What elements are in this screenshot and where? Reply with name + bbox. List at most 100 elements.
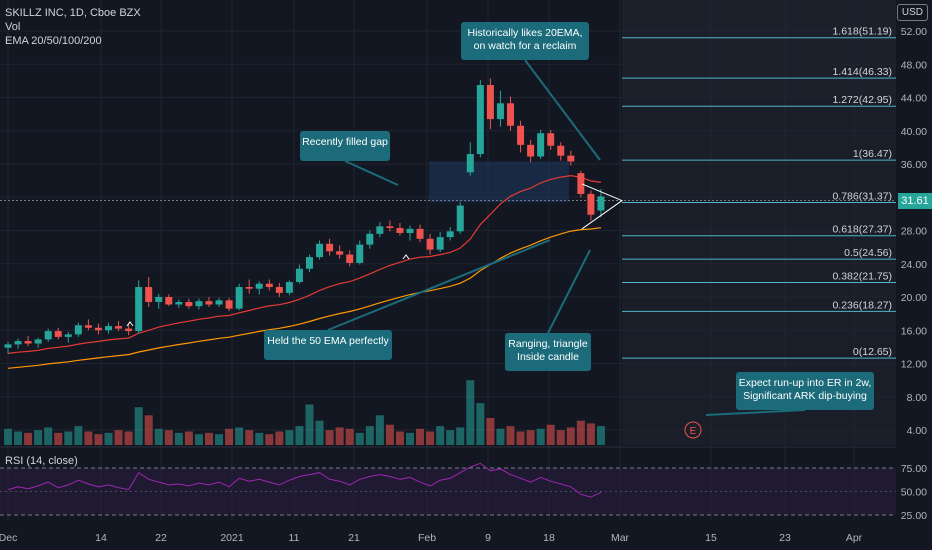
x-tick-label: 23 bbox=[779, 532, 791, 544]
candle-body bbox=[597, 196, 605, 211]
volume-bar bbox=[486, 418, 495, 445]
x-tick-label: 2021 bbox=[220, 532, 244, 544]
last-price-tag: 31.61 bbox=[898, 193, 932, 209]
candle-body bbox=[326, 243, 334, 252]
volume-bar bbox=[194, 434, 203, 445]
volume-bar bbox=[395, 431, 404, 445]
volume-bar bbox=[74, 426, 83, 445]
volume-bar bbox=[285, 430, 294, 445]
volume-bar bbox=[154, 428, 163, 445]
volume-bar bbox=[124, 431, 133, 445]
rsi-line bbox=[7, 462, 602, 498]
candle-body bbox=[406, 228, 414, 233]
volume-bar bbox=[305, 404, 314, 445]
ema50-line bbox=[7, 227, 602, 369]
x-tick-label: Feb bbox=[418, 532, 436, 544]
candle-body bbox=[386, 226, 394, 229]
y-tick-label: 52.00 bbox=[901, 26, 927, 38]
volume-label: Vol bbox=[5, 21, 21, 33]
candle-body bbox=[155, 297, 163, 302]
volume-bar bbox=[295, 426, 304, 445]
annotation-text: Significant ARK dip-buying bbox=[743, 390, 867, 402]
volume-bar bbox=[215, 434, 224, 445]
candle-body bbox=[537, 133, 545, 157]
volume-bar bbox=[446, 430, 455, 445]
annotation-text: Recently filled gap bbox=[302, 136, 388, 148]
earnings-marker bbox=[684, 421, 702, 439]
volume-bar bbox=[104, 432, 113, 445]
fib-label: 1(36.47) bbox=[853, 148, 892, 160]
annotation-box bbox=[505, 333, 591, 371]
candle-body bbox=[517, 125, 525, 145]
candle-body bbox=[416, 228, 424, 239]
candle-body bbox=[356, 244, 364, 263]
candle-body bbox=[527, 144, 535, 157]
volume-bar bbox=[54, 432, 63, 445]
future-area-top bbox=[622, 0, 896, 96]
volume-bar bbox=[426, 431, 435, 445]
volume-bar bbox=[546, 424, 555, 445]
ema20-line bbox=[7, 174, 602, 354]
candle-body bbox=[567, 155, 575, 162]
volume-bar bbox=[556, 430, 565, 445]
candle-body bbox=[84, 325, 92, 328]
candle-body bbox=[145, 287, 153, 302]
candle-body bbox=[466, 154, 474, 173]
volume-bar bbox=[385, 424, 394, 445]
candle-body bbox=[74, 325, 82, 335]
y-tick-label: 4.00 bbox=[907, 425, 928, 437]
candle-body bbox=[507, 103, 514, 126]
volume-bar bbox=[586, 423, 595, 445]
x-tick-label: Dec bbox=[0, 532, 17, 544]
candle-body bbox=[165, 297, 173, 305]
annotation-text: on watch for a reclaim bbox=[474, 40, 577, 52]
volume-bar bbox=[14, 431, 23, 445]
annotation-pointer bbox=[327, 239, 551, 331]
candle-body bbox=[34, 339, 42, 344]
candle-body bbox=[24, 341, 32, 344]
candle-body bbox=[265, 283, 273, 288]
annotation-pointer bbox=[524, 59, 601, 161]
volume-bar bbox=[275, 431, 284, 445]
fib-label: 0.786(31.37) bbox=[832, 190, 892, 202]
candle-body bbox=[426, 238, 434, 250]
x-tick-label: 18 bbox=[543, 532, 555, 544]
x-tick-label: Apr bbox=[846, 532, 863, 544]
triangle-pattern bbox=[581, 183, 624, 230]
rsi-tick-label: 75.00 bbox=[901, 463, 927, 475]
volume-bar bbox=[164, 430, 173, 445]
y-tick-label: 36.00 bbox=[901, 159, 927, 171]
annotation-box bbox=[300, 131, 390, 161]
candle-body bbox=[496, 103, 504, 120]
fib-label: 0.618(27.37) bbox=[832, 224, 892, 236]
symbol-title: SKILLZ INC, 1D, Cboe BZX bbox=[5, 7, 141, 19]
annotation-text: Ranging, triangle bbox=[508, 338, 588, 350]
chart-legend: SKILLZ INC, 1D, Cboe BZX Vol EMA 20/50/1… bbox=[5, 6, 141, 48]
volume-bar bbox=[144, 415, 153, 445]
candle-body bbox=[14, 341, 22, 345]
volume-bar bbox=[265, 434, 274, 445]
volume-bar bbox=[205, 432, 213, 445]
y-tick-label: 48.00 bbox=[901, 59, 927, 71]
marker-arrow bbox=[126, 321, 134, 327]
candle-body bbox=[486, 85, 494, 120]
fib-label: 1.618(51.19) bbox=[832, 26, 892, 38]
y-tick-label: 12.00 bbox=[901, 359, 927, 371]
candle-body bbox=[376, 226, 384, 234]
volume-bar bbox=[235, 427, 244, 445]
annotation-pointer bbox=[705, 409, 806, 416]
volume-bar bbox=[4, 428, 12, 445]
candle-body bbox=[245, 287, 253, 289]
candle-body bbox=[456, 205, 464, 232]
currency-button[interactable]: USD bbox=[896, 4, 928, 21]
y-tick-label: 28.00 bbox=[901, 226, 927, 238]
candle-body bbox=[94, 327, 102, 331]
volume-bar bbox=[536, 428, 545, 445]
y-tick-label: 24.00 bbox=[901, 259, 927, 271]
candle-body bbox=[225, 300, 233, 309]
candle-body bbox=[64, 334, 72, 337]
candle-body bbox=[547, 133, 555, 146]
candle-body bbox=[185, 301, 193, 307]
volume-bar bbox=[44, 427, 53, 445]
